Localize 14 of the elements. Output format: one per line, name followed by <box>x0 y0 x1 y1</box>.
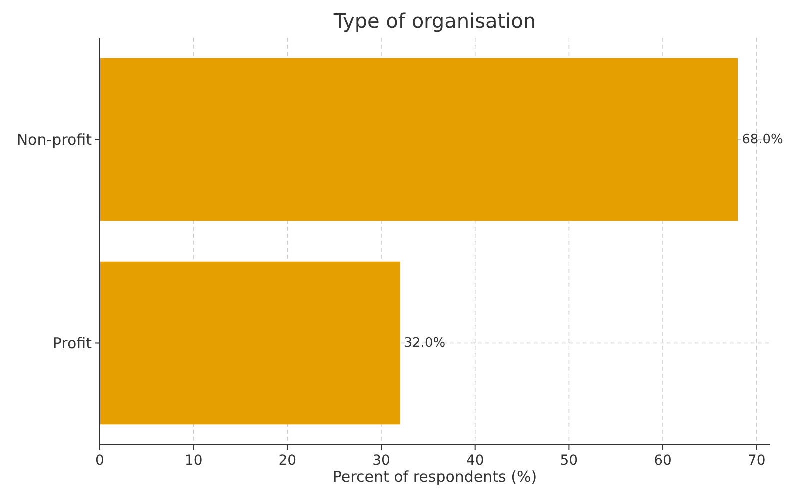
x-tick-label: 10 <box>184 453 203 469</box>
x-tick-label: 20 <box>278 453 297 469</box>
x-tick-label: 60 <box>654 453 672 469</box>
x-tick-label: 0 <box>96 453 104 469</box>
chart-title: Type of organisation <box>332 9 536 33</box>
x-tick-label: 30 <box>372 453 390 469</box>
data-label: 68.0% <box>742 132 784 148</box>
data-label: 32.0% <box>404 336 446 351</box>
y-tick-label: Profit <box>52 334 92 352</box>
x-tick-label: 40 <box>466 453 484 469</box>
y-tick-label: Non-profit <box>16 130 92 149</box>
x-tick-label: 50 <box>560 453 578 469</box>
x-axis-title: Percent of respondents (%) <box>332 468 538 486</box>
x-tick-label: 70 <box>748 453 766 469</box>
